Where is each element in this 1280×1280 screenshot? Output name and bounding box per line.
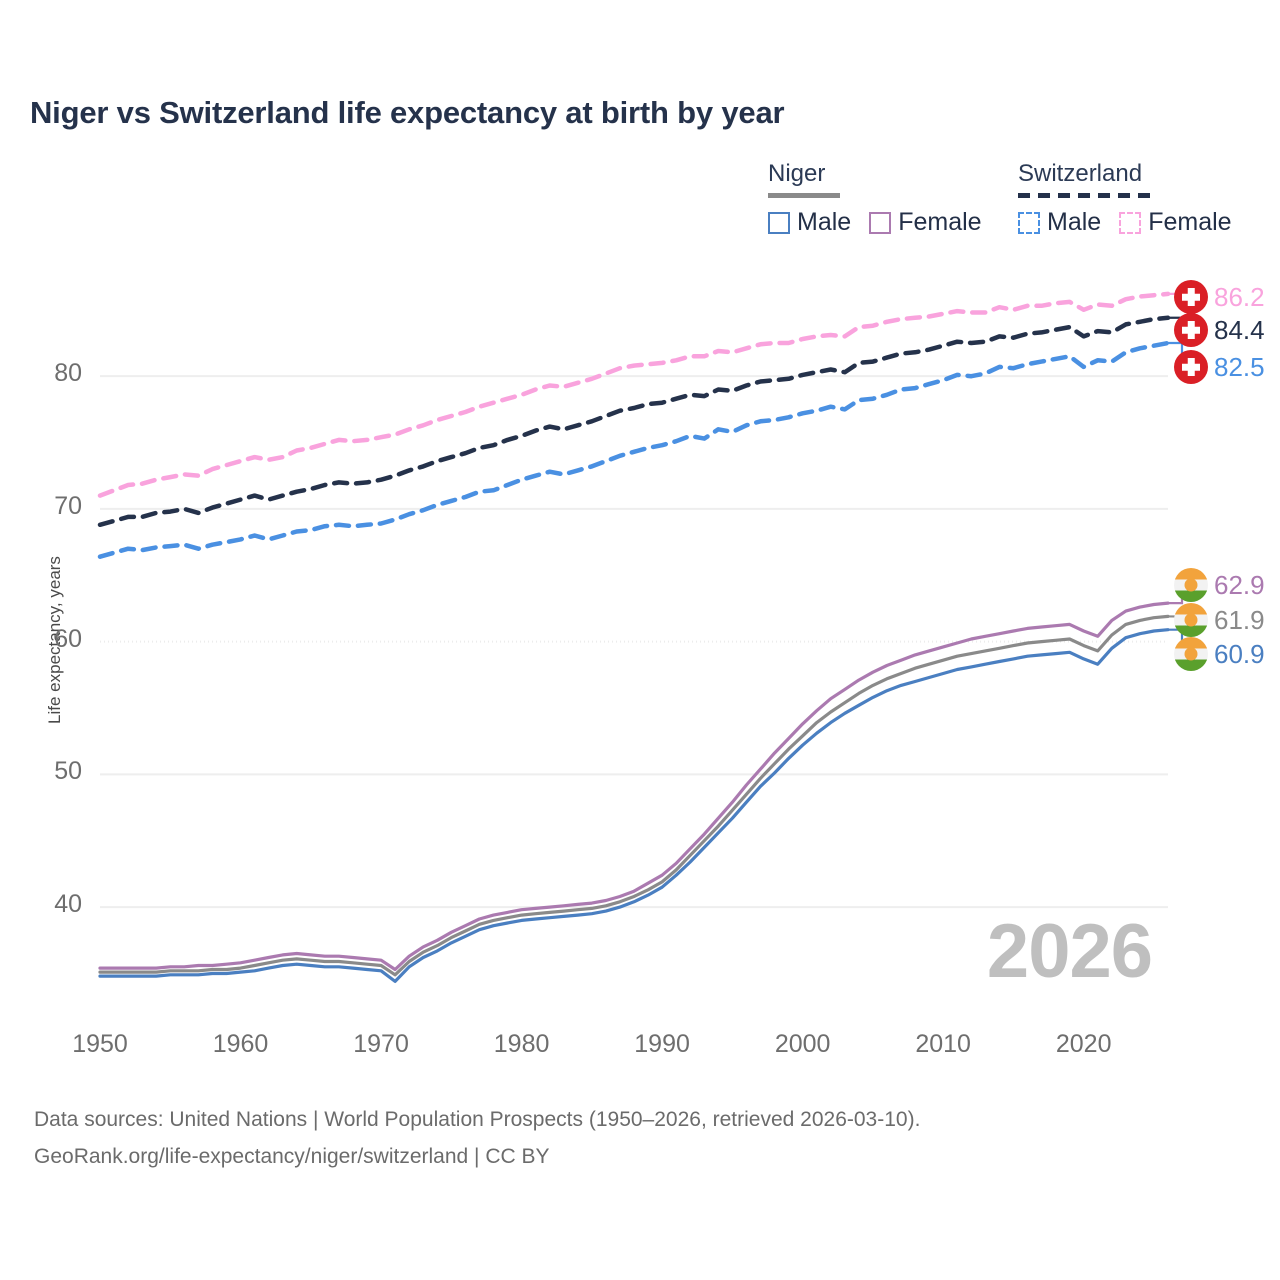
plot-area	[97, 291, 1184, 983]
page-title: Niger vs Switzerland life expectancy at …	[30, 95, 785, 130]
end-label-switzerland-total: 84.4	[1174, 313, 1265, 347]
series-line-switzerland-female	[97, 291, 1171, 498]
legend-item-niger-male[interactable]: Male	[768, 208, 851, 237]
legend-label-niger-male: Male	[797, 208, 852, 236]
y-tick-label: 50	[54, 757, 82, 786]
x-tick-label: 2010	[915, 1030, 971, 1058]
switzerland-flag-icon	[1174, 280, 1208, 314]
series-line-switzerland-male	[97, 340, 1171, 559]
legend-label-switzerland-female: Female	[1148, 208, 1232, 236]
year-watermark: 2026	[986, 909, 1153, 994]
footer-line-2: GeoRank.org/life-expectancy/niger/switze…	[34, 1145, 550, 1168]
end-value: 84.4	[1214, 314, 1265, 345]
legend-rule-niger	[768, 193, 840, 198]
y-tick-label: 80	[54, 359, 82, 388]
niger-flag-icon	[1174, 603, 1208, 637]
legend-rule-switzerland	[1018, 193, 1158, 198]
end-value: 61.9	[1214, 604, 1265, 635]
x-tick-label: 1970	[353, 1030, 409, 1058]
switzerland-flag-icon	[1174, 350, 1208, 384]
legend-label-switzerland-male: Male	[1047, 208, 1102, 236]
legend-item-switzerland-male[interactable]: Male	[1018, 208, 1101, 237]
series-line-niger-total	[98, 614, 1170, 977]
legend-swatch-switzerland-female	[1119, 211, 1142, 234]
series-line-niger-female	[98, 601, 1170, 972]
legend-swatch-niger-female	[869, 211, 892, 234]
legend-swatch-switzerland-male	[1018, 211, 1040, 234]
x-tick-label: 1990	[634, 1030, 690, 1058]
chart-legend: Niger Male Female Switzerland Male	[760, 160, 1260, 240]
legend-group-niger: Niger Male Female	[768, 160, 982, 237]
niger-flag-icon	[1174, 637, 1208, 671]
end-label-niger-total: 61.9	[1174, 603, 1265, 637]
x-tick-label: 1950	[72, 1030, 128, 1058]
series-line-niger-male	[98, 628, 1170, 983]
end-label-switzerland-male: 82.5	[1174, 350, 1265, 384]
legend-label-niger-female: Female	[898, 208, 982, 236]
legend-swatch-niger-male	[768, 211, 790, 234]
y-tick-label: 70	[54, 491, 82, 520]
x-tick-label: 1960	[212, 1030, 269, 1058]
legend-item-switzerland-female[interactable]: Female	[1119, 208, 1232, 237]
legend-item-niger-female[interactable]: Female	[869, 208, 982, 237]
y-tick-label: 40	[54, 890, 82, 919]
x-tick-label: 1980	[493, 1030, 550, 1058]
end-label-switzerland-female: 86.2	[1174, 280, 1265, 314]
footer-line-1: Data sources: United Nations | World Pop…	[34, 1108, 921, 1131]
end-value: 62.9	[1214, 569, 1265, 600]
end-label-niger-female: 62.9	[1174, 568, 1265, 602]
end-value: 82.5	[1214, 351, 1265, 382]
x-tick-label: 2000	[774, 1030, 831, 1058]
legend-country-switzerland: Switzerland	[1018, 160, 1143, 187]
end-value: 86.2	[1214, 281, 1265, 312]
y-tick-label: 60	[54, 624, 82, 653]
end-value: 60.9	[1214, 638, 1265, 669]
niger-flag-icon	[1174, 568, 1208, 602]
legend-country-niger: Niger	[768, 160, 826, 187]
switzerland-flag-icon	[1174, 313, 1208, 347]
end-label-niger-male: 60.9	[1174, 637, 1265, 671]
series-line-switzerland-total	[97, 315, 1171, 528]
legend-group-switzerland: Switzerland Male Female	[1018, 160, 1232, 237]
x-tick-label: 2020	[1055, 1030, 1112, 1058]
